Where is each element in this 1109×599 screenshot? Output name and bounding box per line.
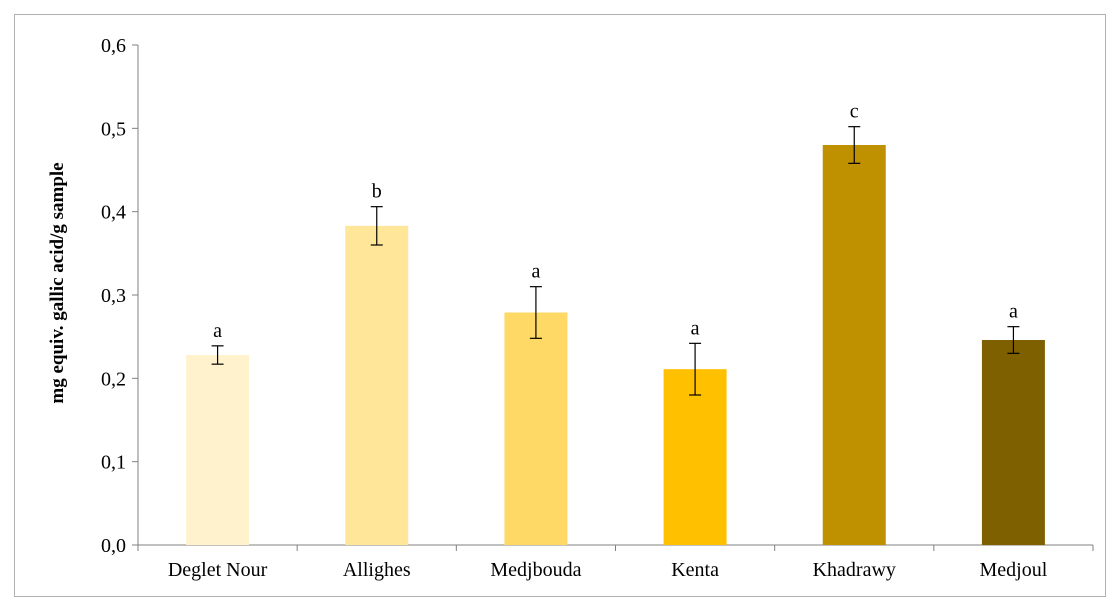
labels: a Deglet Nour b Allighes a Medjbouda a Kenta c Kh… <box>168 101 1048 581</box>
bar <box>186 355 250 545</box>
y-axis-label: mg equiv. gallic acid/g sample <box>47 162 68 403</box>
significance-label: c <box>850 101 859 123</box>
bar-chart: 0,0 0,1 0,2 0,3 0,4 0,5 0,6 a Deglet Nour b Allig… <box>47 35 1094 581</box>
y-tick-label: 0,5 <box>101 118 126 140</box>
y-tick-label: 0,6 <box>101 35 126 57</box>
axes: 0,0 0,1 0,2 0,3 0,4 0,5 0,6 <box>101 35 1094 557</box>
x-tick-label: Medjbouda <box>490 559 581 581</box>
y-tick-label: 0,0 <box>101 535 126 557</box>
y-tick-label: 0,2 <box>101 368 126 390</box>
x-tick-label: Medjoul <box>980 559 1048 581</box>
bar <box>345 225 409 546</box>
chart-frame: 0,0 0,1 0,2 0,3 0,4 0,5 0,6 a Deglet Nour b Allig… <box>14 14 1106 597</box>
significance-label: a <box>531 261 540 283</box>
bar <box>663 369 727 545</box>
bar <box>822 145 886 545</box>
x-tick-label: Kenta <box>671 559 719 581</box>
bar <box>981 340 1045 545</box>
significance-label: a <box>691 317 700 339</box>
x-tick-label: Khadrawy <box>813 559 896 581</box>
x-tick-label: Deglet Nour <box>168 559 268 581</box>
error-bars <box>211 126 1020 396</box>
x-tick-label: Allighes <box>343 559 411 581</box>
significance-label: b <box>372 181 382 203</box>
significance-label: a <box>213 320 222 342</box>
bars <box>186 145 1045 546</box>
bar <box>504 312 568 545</box>
significance-label: a <box>1009 301 1018 323</box>
y-tick-label: 0,1 <box>101 452 126 474</box>
y-tick-label: 0,3 <box>101 285 126 307</box>
y-tick-label: 0,4 <box>101 202 126 224</box>
